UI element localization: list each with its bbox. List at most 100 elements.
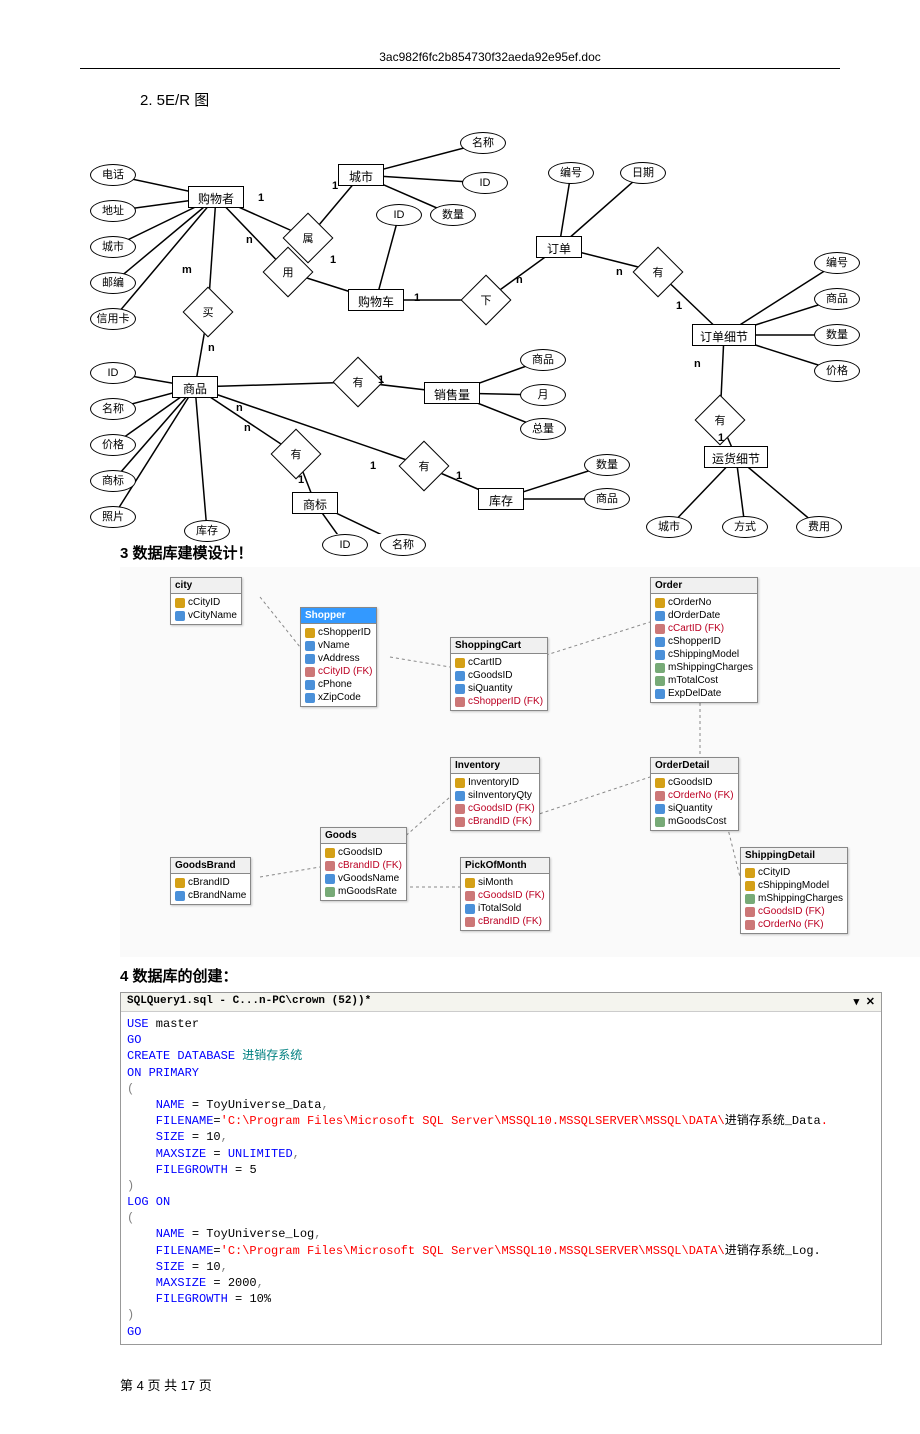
db-table-goods[interactable]: GoodscGoodsIDcBrandID (FK)vGoodsNamemGoo… (320, 827, 407, 901)
column-name: cPhone (318, 678, 352, 691)
db-table-city[interactable]: citycCityIDvCityName (170, 577, 242, 625)
column-name: iTotalSold (478, 902, 521, 915)
sql-token: 'C:\Program Files\Microsoft SQL Server\M… (221, 1244, 725, 1258)
er-attribute: 信用卡 (90, 308, 136, 330)
er-cardinality: n (246, 234, 253, 246)
db-column: ExpDelDate (655, 687, 753, 700)
column-name: cCartID (468, 656, 502, 669)
er-cardinality: n (208, 342, 215, 354)
column-name: cGoodsID (468, 669, 512, 682)
db-column: cBrandID (FK) (455, 815, 535, 828)
db-column: vGoodsName (325, 872, 402, 885)
column-type-icon (655, 817, 665, 827)
db-table-goodsbrand[interactable]: GoodsBrandcBrandIDcBrandName (170, 857, 251, 905)
db-column: mShippingCharges (745, 892, 843, 905)
er-entity-orderdetail: 订单细节 (692, 324, 756, 346)
db-table-shippingdetail[interactable]: ShippingDetailcCityIDcShippingModelmShip… (740, 847, 848, 934)
sql-line: ( (127, 1081, 875, 1097)
er-attribute: 方式 (722, 516, 768, 538)
column-type-icon (325, 848, 335, 858)
er-cardinality: m (182, 264, 192, 276)
er-attribute: 名称 (460, 132, 506, 154)
section-er-title: 2. 5E/R 图 (140, 89, 840, 110)
db-table-body: cGoodsIDcBrandID (FK)vGoodsNamemGoodsRat… (321, 844, 406, 900)
er-relation-label: 属 (290, 230, 326, 246)
column-name: dOrderDate (668, 609, 720, 622)
er-attribute: 数量 (584, 454, 630, 476)
db-table-title: Goods (321, 828, 406, 844)
column-type-icon (465, 904, 475, 914)
db-table-inventory[interactable]: InventoryInventoryIDsiInventoryQtycGoods… (450, 757, 540, 831)
column-type-icon (745, 907, 755, 917)
er-cardinality: n (244, 422, 251, 434)
db-column: cBrandID (FK) (325, 859, 402, 872)
db-column: cShippingModel (655, 648, 753, 661)
er-cardinality: n (694, 358, 701, 370)
db-table-order[interactable]: OrdercOrderNodOrderDatecCartID (FK)cShop… (650, 577, 758, 703)
sql-token: = (192, 1098, 199, 1112)
column-name: cShopperID (318, 626, 371, 639)
sql-line: MAXSIZE = UNLIMITED, (127, 1146, 875, 1162)
column-type-icon (325, 861, 335, 871)
sql-token: , (314, 1227, 321, 1241)
er-relation-label: 有 (278, 446, 314, 462)
er-cardinality: 1 (370, 460, 376, 472)
sql-token: ToyUniverse_Data (199, 1098, 321, 1112)
er-entity-cart: 购物车 (348, 289, 404, 311)
column-name: cBrandID (FK) (338, 859, 402, 872)
er-attribute: 月 (520, 384, 566, 406)
sql-line: ON PRIMARY (127, 1065, 875, 1081)
er-cardinality: 1 (330, 254, 336, 266)
db-column: cBrandID (175, 876, 246, 889)
db-table-body: cCityIDcShippingModelmShippingChargescGo… (741, 864, 847, 933)
sql-token: 进销存系统 (242, 1049, 302, 1063)
db-column: cGoodsID (FK) (745, 905, 843, 918)
column-type-icon (745, 868, 755, 878)
db-table-pickofmonth[interactable]: PickOfMonthsiMonthcGoodsID (FK)iTotalSol… (460, 857, 550, 931)
db-column: siQuantity (455, 682, 543, 695)
er-cardinality: 1 (332, 180, 338, 192)
sql-line: GO (127, 1032, 875, 1048)
er-cardinality: 1 (258, 192, 264, 204)
sql-line: FILENAME='C:\Program Files\Microsoft SQL… (127, 1243, 875, 1259)
column-name: cCartID (FK) (668, 622, 724, 635)
db-table-orderdetail[interactable]: OrderDetailcGoodsIDcOrderNo (FK)siQuanti… (650, 757, 739, 831)
column-type-icon (305, 641, 315, 651)
er-attribute: 编号 (814, 252, 860, 274)
column-type-icon (455, 791, 465, 801)
sql-token: , (221, 1130, 228, 1144)
sql-token: SIZE (127, 1260, 192, 1274)
db-column: cOrderNo (655, 596, 753, 609)
db-table-title: GoodsBrand (171, 858, 250, 874)
column-name: vCityName (188, 609, 237, 622)
db-table-title: city (171, 578, 241, 594)
sql-token: NAME (127, 1098, 192, 1112)
sql-line: CREATE DATABASE 进销存系统 (127, 1048, 875, 1064)
column-name: cOrderNo (FK) (668, 789, 734, 802)
sql-token: GO (127, 1033, 141, 1047)
column-type-icon (455, 697, 465, 707)
db-table-shopper[interactable]: ShoppercShopperIDvNamevAddresscCityID (F… (300, 607, 377, 707)
sql-line: NAME = ToyUniverse_Log, (127, 1226, 875, 1242)
column-name: cBrandID (FK) (468, 815, 532, 828)
column-name: mShippingCharges (668, 661, 753, 674)
column-type-icon (455, 804, 465, 814)
sql-line: SIZE = 10, (127, 1259, 875, 1275)
column-type-icon (465, 891, 475, 901)
db-table-title: ShoppingCart (451, 638, 547, 654)
sql-editor: SQLQuery1.sql - C...n-PC\crown (52))* ▾ … (120, 992, 882, 1345)
sql-line: FILEGROWTH = 5 (127, 1162, 875, 1178)
er-entity-shipdetail: 运货细节 (704, 446, 768, 468)
db-column: cOrderNo (FK) (655, 789, 734, 802)
db-table-shoppingcart[interactable]: ShoppingCartcCartIDcGoodsIDsiQuantitycSh… (450, 637, 548, 711)
db-table-body: cCartIDcGoodsIDsiQuantitycShopperID (FK) (451, 654, 547, 710)
sql-tab-controls[interactable]: ▾ ✕ (854, 995, 875, 1009)
sql-tab-title[interactable]: SQLQuery1.sql - C...n-PC\crown (52))* (127, 995, 371, 1009)
column-type-icon (655, 637, 665, 647)
er-cardinality: n (516, 274, 523, 286)
er-relation-label: 有 (406, 458, 442, 474)
sql-token: ) (127, 1308, 134, 1322)
sql-line: MAXSIZE = 2000, (127, 1275, 875, 1291)
column-type-icon (175, 891, 185, 901)
column-type-icon (745, 881, 755, 891)
